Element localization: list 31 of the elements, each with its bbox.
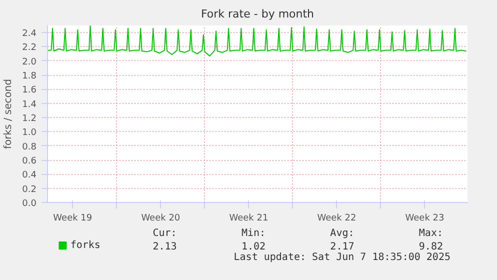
x-tick-label: Week 20 (141, 214, 180, 224)
y-tick-label: 0.8 (22, 142, 37, 152)
legend-label: forks (70, 240, 100, 251)
text: 9.82 (418, 242, 444, 252)
y-tick-label: 0.6 (22, 156, 37, 167)
text: Min: (241, 228, 266, 239)
y-axis-title: forks / second (3, 78, 14, 150)
y-tick-label: 0.0 (22, 199, 37, 209)
y-tick-label: 1.4 (22, 100, 37, 110)
x-tick-label: Week 19 (53, 214, 92, 224)
y-tick-label: 1.8 (22, 72, 37, 82)
chart-title: Fork rate - by month (200, 8, 314, 20)
y-tick-label: 0.4 (22, 170, 37, 181)
x-tick-label: Week 23 (405, 214, 444, 224)
x-tick-label: Week 22 (317, 214, 356, 224)
y-tick-label: 1.0 (22, 128, 37, 138)
text: Avg: (330, 228, 354, 239)
text: Last update: Sat Jun 7 18:35:00 2025 (234, 252, 451, 263)
text: 2.13 (152, 242, 177, 252)
text: Max: (418, 228, 444, 239)
y-tick-label: 2.4 (22, 29, 37, 40)
x-tick-label: Week 21 (229, 214, 268, 224)
text: 1.02 (241, 242, 266, 252)
y-tick-label: 2.0 (22, 57, 37, 68)
line-series (48, 26, 467, 56)
y-tick-label: 0.2 (22, 184, 37, 195)
y-tick-label: 2.2 (22, 43, 37, 54)
y-tick-label: 1.6 (22, 86, 37, 96)
text: Cur: (152, 228, 177, 239)
text: 2.17 (330, 242, 354, 252)
y-tick-label: 1.2 (22, 114, 37, 124)
